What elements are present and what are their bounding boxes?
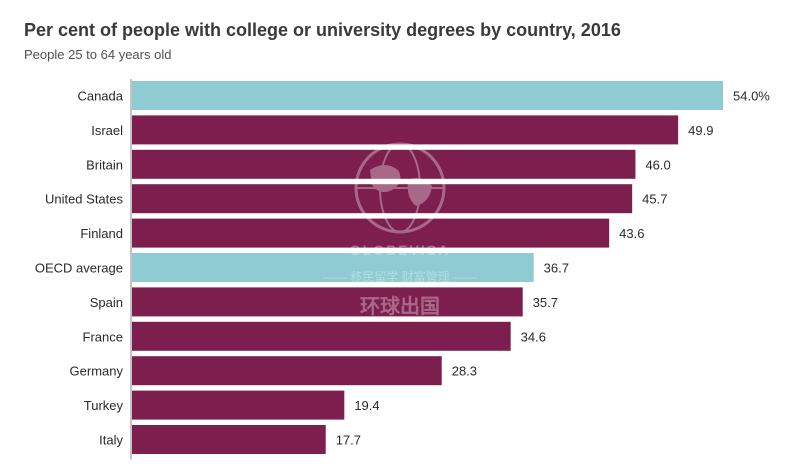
chart-title: Per cent of people with college or unive… <box>24 20 621 40</box>
value-label: 28.3 <box>452 364 477 379</box>
bar-italy <box>132 425 326 454</box>
category-label: Britain <box>86 157 123 172</box>
category-label: Turkey <box>84 398 124 413</box>
chart-subtitle: People 25 to 64 years old <box>24 47 172 62</box>
bar-france <box>132 321 511 351</box>
value-label: 43.6 <box>619 226 644 241</box>
value-label: 45.7 <box>642 192 667 207</box>
category-label: Israel <box>91 123 123 138</box>
value-label: 17.7 <box>336 433 361 448</box>
bar-united-states <box>132 184 633 214</box>
bar-oecd-average <box>132 253 534 282</box>
category-label: United States <box>45 192 124 207</box>
value-label: 46.0 <box>645 157 670 172</box>
value-label: 36.7 <box>544 261 569 276</box>
category-label: Canada <box>77 89 123 104</box>
category-label: OECD average <box>35 261 123 276</box>
category-label: Germany <box>70 364 124 379</box>
category-label: Finland <box>80 226 123 241</box>
value-label: 35.7 <box>533 295 558 310</box>
bar-britain <box>132 149 636 179</box>
bar-israel <box>132 115 679 145</box>
category-label: Spain <box>90 295 123 310</box>
value-label: 34.6 <box>521 329 546 344</box>
bar-turkey <box>132 390 345 420</box>
bar-germany <box>132 356 442 386</box>
value-label: 19.4 <box>354 398 379 413</box>
category-label: France <box>83 329 123 344</box>
value-label: 54.0% <box>733 89 770 104</box>
bar-spain <box>132 287 523 317</box>
bar-canada <box>132 81 723 110</box>
category-label: Italy <box>99 433 123 448</box>
bar-finland <box>132 218 610 248</box>
value-label: 49.9 <box>688 123 713 138</box>
